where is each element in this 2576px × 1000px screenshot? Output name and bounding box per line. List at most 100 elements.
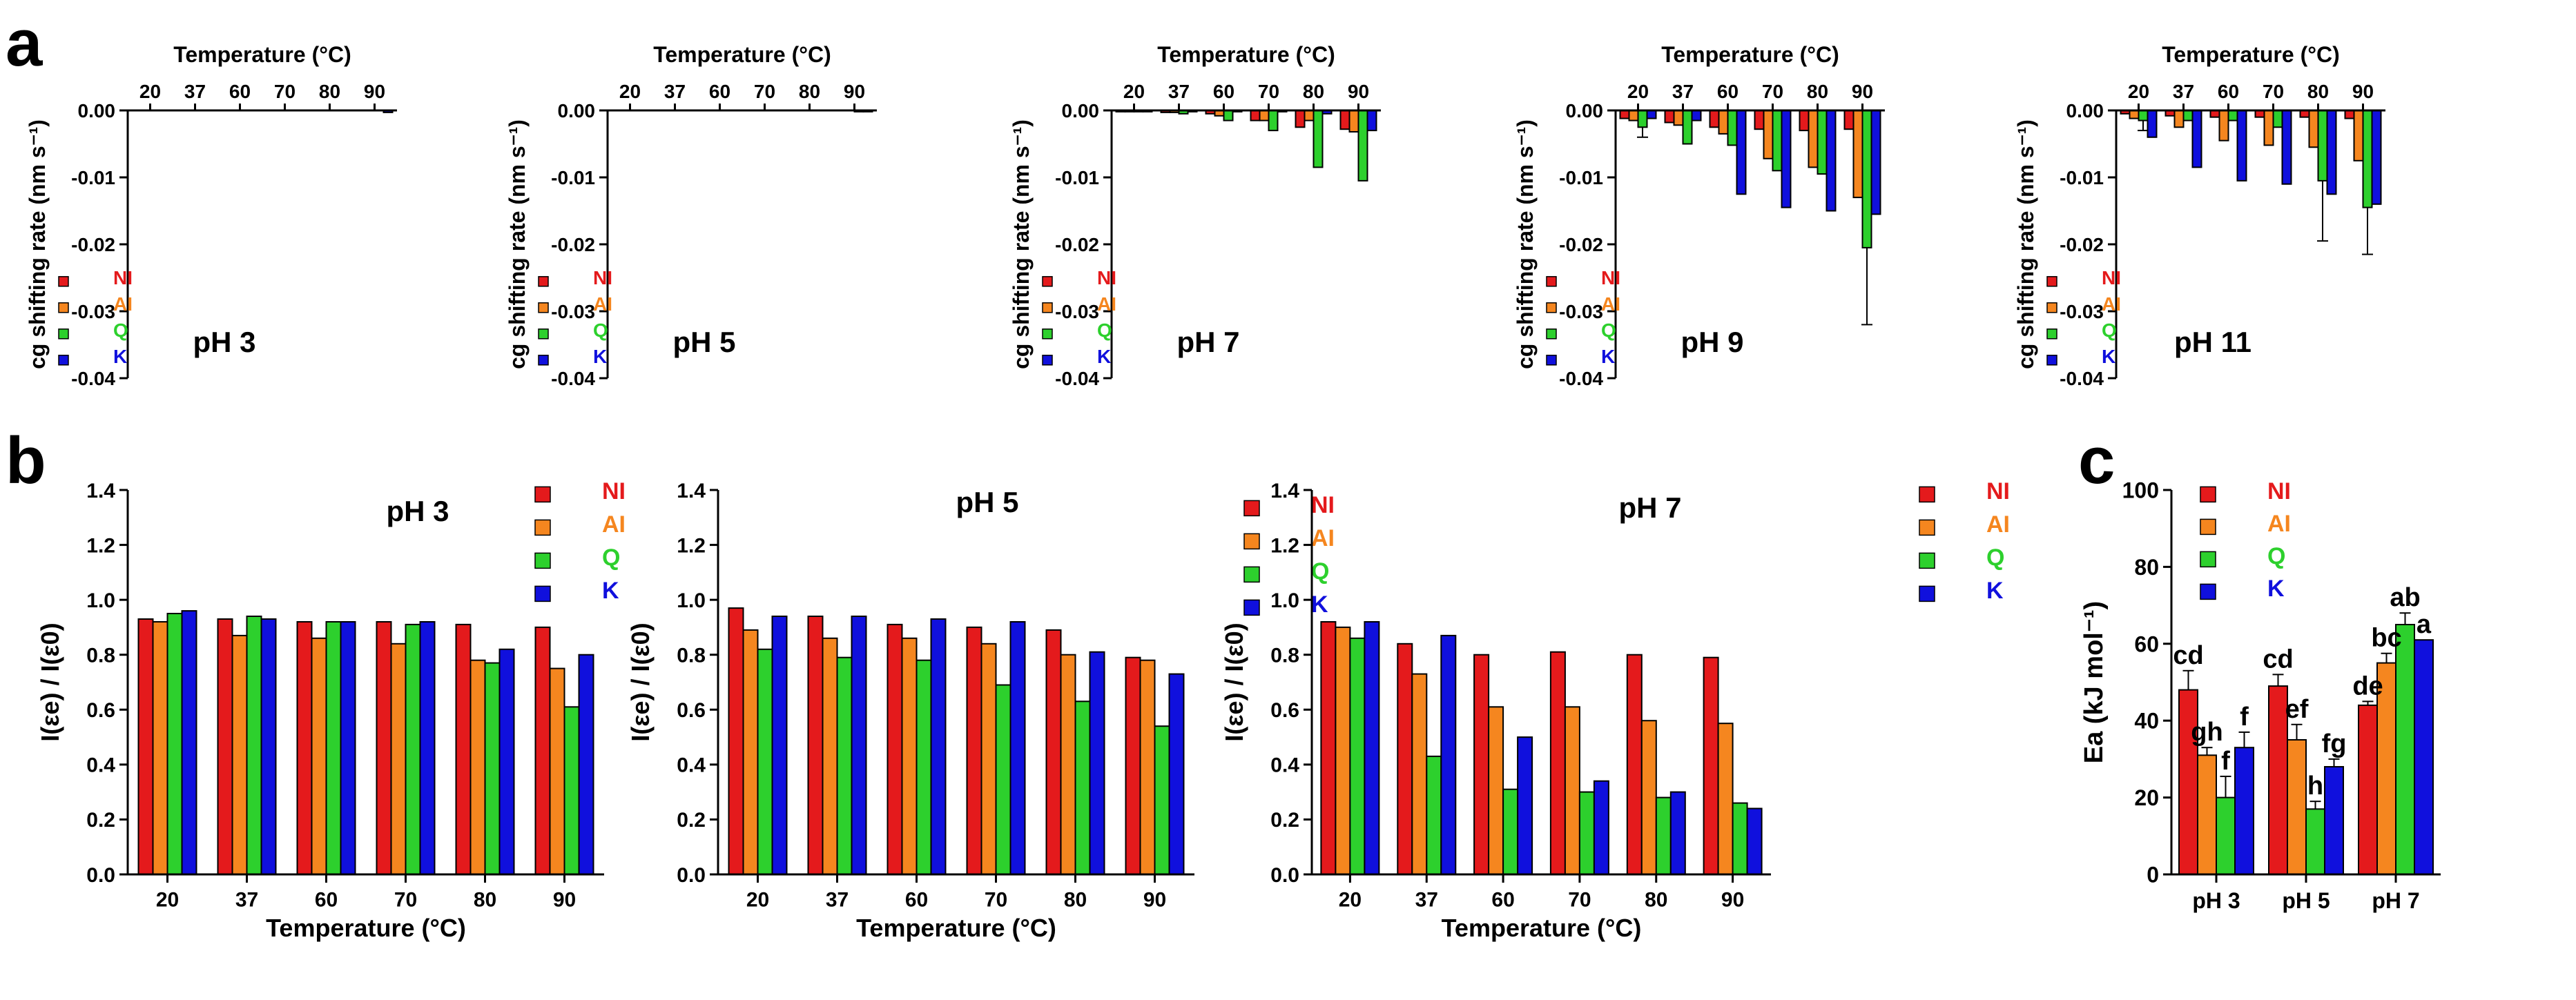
bar-Q-70 [1268, 110, 1279, 132]
bar-Q-20 [1349, 637, 1366, 875]
bar-K-70 [1009, 621, 1026, 875]
legend-swatch-NI [2046, 276, 2057, 287]
x-tick-label: 80 [1807, 81, 1828, 102]
bar-AI-60 [901, 637, 918, 875]
bar-NI-80 [1626, 654, 1643, 875]
bar-NI-37 [217, 618, 233, 875]
bar-Q-70 [1578, 791, 1595, 875]
bar-AI-80 [1060, 654, 1076, 875]
legend-label-NI: NI [113, 267, 133, 288]
legend-swatch-K [538, 355, 549, 366]
x-axis-title: Temperature (°C) [1157, 42, 1335, 67]
bar-AI-70 [390, 643, 407, 875]
x-tick-label: 37 [184, 81, 206, 102]
bar-annotation: fg [2322, 729, 2347, 758]
bar-NI-60 [1709, 110, 1720, 128]
bar-AI-37 [231, 634, 248, 876]
bar-Q-20 [757, 648, 773, 875]
bar-AI-20 [152, 621, 168, 875]
x-tick-label: 20 [1339, 889, 1362, 912]
bar-K-80 [498, 648, 515, 875]
panel-label-c: c [2078, 424, 2115, 498]
legend-label-NI: NI [1986, 478, 2010, 504]
bar-K-37 [2191, 110, 2202, 168]
y-tick-label: 1.0 [1270, 589, 1299, 612]
legend-label-AI: AI [602, 511, 626, 538]
y-axis-title: cg shifting rate (nm s⁻¹) [25, 119, 50, 369]
x-tick-label: 70 [2263, 81, 2284, 102]
x-tick-label: 60 [229, 81, 251, 102]
legend-swatch-AI [1919, 519, 1935, 536]
y-axis-title: I(εe) / I(ε0) [626, 622, 655, 741]
x-tick-label: 80 [2307, 81, 2329, 102]
y-tick-label: -0.02 [2060, 234, 2104, 255]
legend-swatch-NI [538, 276, 549, 287]
x-tick-label: 80 [474, 889, 496, 912]
legend-label-Q: Q [602, 545, 620, 571]
bar-NI-90 [1125, 656, 1141, 875]
x-axis-title: Temperature (°C) [173, 42, 351, 67]
legend-label-K: K [113, 346, 127, 367]
y-axis-title: cg shifting rate (nm s⁻¹) [1009, 119, 1034, 369]
bar-K-90 [2371, 110, 2382, 205]
bar-Q-80 [1313, 110, 1324, 168]
legend-label-AI: AI [1601, 293, 1620, 315]
legend-label-NI: NI [1311, 492, 1335, 518]
bar-AI-60 [2218, 110, 2229, 141]
y-tick-label: 80 [2134, 555, 2159, 580]
bar-AI-70 [1564, 706, 1580, 876]
bar-AI-37 [2173, 110, 2185, 128]
legend-swatch-AI [1042, 302, 1053, 313]
y-tick-label: 0.4 [677, 754, 706, 777]
bar-NI-37 [1397, 643, 1413, 875]
bar-AI-60 [311, 637, 327, 875]
bar-AI-20 [1335, 626, 1351, 876]
y-tick-label: -0.03 [1559, 301, 1603, 322]
bar-NI-80 [455, 623, 472, 876]
legend-label-Q: Q [593, 320, 608, 341]
bar-NI-70 [1250, 110, 1261, 121]
legend-label-AI: AI [1311, 525, 1335, 551]
x-tick-label: 70 [1258, 81, 1279, 102]
bar-K-90 [1746, 807, 1763, 875]
bar-K-70 [1593, 780, 1609, 875]
x-tick-label: 90 [553, 889, 576, 912]
legend-swatch-Q [1042, 329, 1053, 340]
bar-K-20 [1364, 621, 1380, 875]
bar-K-80 [1089, 651, 1105, 875]
y-tick-label: -0.03 [2060, 301, 2104, 322]
legend-swatch-K [1546, 355, 1557, 366]
x-tick-label: 70 [394, 889, 417, 912]
bar-K-20 [181, 610, 197, 875]
bar-NI-70 [966, 626, 982, 876]
bar-Q-90 [1732, 802, 1748, 875]
legend-swatch-NI [1919, 486, 1935, 503]
bar-NI-70 [376, 621, 392, 875]
bar-Q-70 [2272, 110, 2283, 128]
x-tick-label: 37 [235, 889, 258, 912]
x-tick-label: 70 [985, 889, 1007, 912]
x-tick-label: 37 [664, 81, 686, 102]
x-tick-label: 20 [619, 81, 641, 102]
bar-K-pH3 [2234, 747, 2254, 875]
y-tick-label: 1.0 [86, 589, 115, 612]
legend-label-NI: NI [2267, 478, 2291, 504]
x-tick-label: 60 [905, 889, 928, 912]
y-tick-label: -0.01 [1055, 167, 1099, 188]
legend-label-Q: Q [2102, 320, 2117, 341]
legend-label-NI: NI [593, 267, 612, 288]
x-tick-label: 90 [2352, 81, 2374, 102]
bar-K-60 [2236, 110, 2247, 182]
bar-AI-90 [1348, 110, 1359, 133]
legend-label-AI: AI [593, 293, 612, 315]
legend-swatch-AI [1546, 302, 1557, 313]
legend-swatch-AI [2200, 518, 2216, 536]
bar-NI-37 [807, 616, 824, 875]
chart-b-ph7: 0.0 0.2 0.4 0.6 0.8 1.0 1.2 1.4 20 37 60 70 80 90 Temp… [1220, 478, 2010, 942]
legend-swatch-NI [534, 486, 551, 503]
bar-AI-60 [1718, 110, 1729, 135]
bar-Q-37 [836, 656, 853, 875]
bar-annotation: f [2221, 747, 2230, 776]
legend-swatch-Q [534, 552, 551, 569]
